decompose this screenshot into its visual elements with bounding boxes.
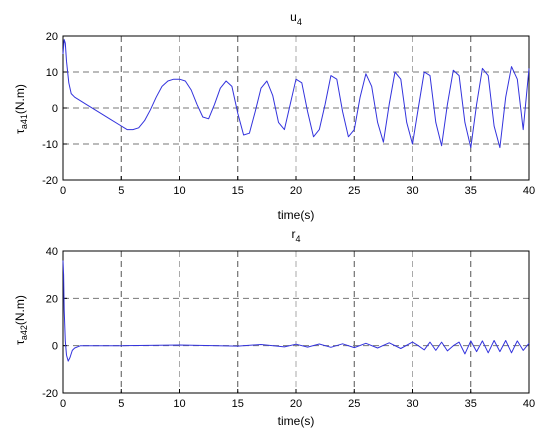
x-tick-label: 35: [465, 185, 477, 197]
series-line: [62, 39, 530, 149]
chart-title: r4: [291, 227, 300, 244]
y-tick-label: 10: [46, 67, 58, 79]
x-tick-label: 15: [232, 185, 244, 197]
x-tick-label: 30: [406, 185, 418, 197]
x-tick-label: 40: [523, 185, 535, 197]
x-tick-label: 25: [348, 185, 360, 197]
x-axis-label: time(s): [278, 208, 315, 222]
x-tick-label: 20: [290, 398, 302, 410]
chart-title: u4: [290, 10, 302, 27]
x-tick-label: 5: [118, 185, 124, 197]
x-tick-label: 40: [523, 398, 535, 410]
x-tick-label: 30: [406, 398, 418, 410]
x-tick-label: 35: [465, 398, 477, 410]
x-tick-label: 0: [60, 185, 66, 197]
x-tick-label: 0: [60, 398, 66, 410]
x-tick-label: 25: [348, 398, 360, 410]
series: [62, 260, 530, 362]
y-tick-label: 20: [46, 31, 58, 43]
y-tick-label: -20: [42, 175, 58, 187]
y-tick-label: 20: [46, 293, 58, 305]
y-axis-label: τa41(N.m): [13, 84, 29, 134]
x-tick-label: 15: [232, 398, 244, 410]
axis-ticks: 0 5 10 15 20 25 30 35 40 -20 -10 0 10 20: [42, 31, 535, 197]
x-tick-label: 20: [290, 185, 302, 197]
y-tick-label: 0: [52, 341, 58, 353]
grid: [63, 36, 529, 180]
x-axis-label: time(s): [278, 414, 315, 428]
y-tick-label: -20: [42, 388, 58, 400]
y-axis-label: τa42(N.m): [13, 295, 29, 345]
grid: [63, 251, 529, 393]
x-tick-label: 5: [118, 398, 124, 410]
x-tick-label: 10: [173, 185, 185, 197]
series-line: [62, 260, 530, 362]
y-tick-label: 40: [46, 246, 58, 258]
series: [62, 39, 530, 149]
y-tick-label: 0: [52, 103, 58, 115]
y-tick-label: -10: [42, 139, 58, 151]
chart-u4: u4 0 5 10 15 20 25 30 35 40 -20 -10 0 10 20 time(s) τ…: [13, 10, 535, 222]
x-tick-label: 10: [173, 398, 185, 410]
